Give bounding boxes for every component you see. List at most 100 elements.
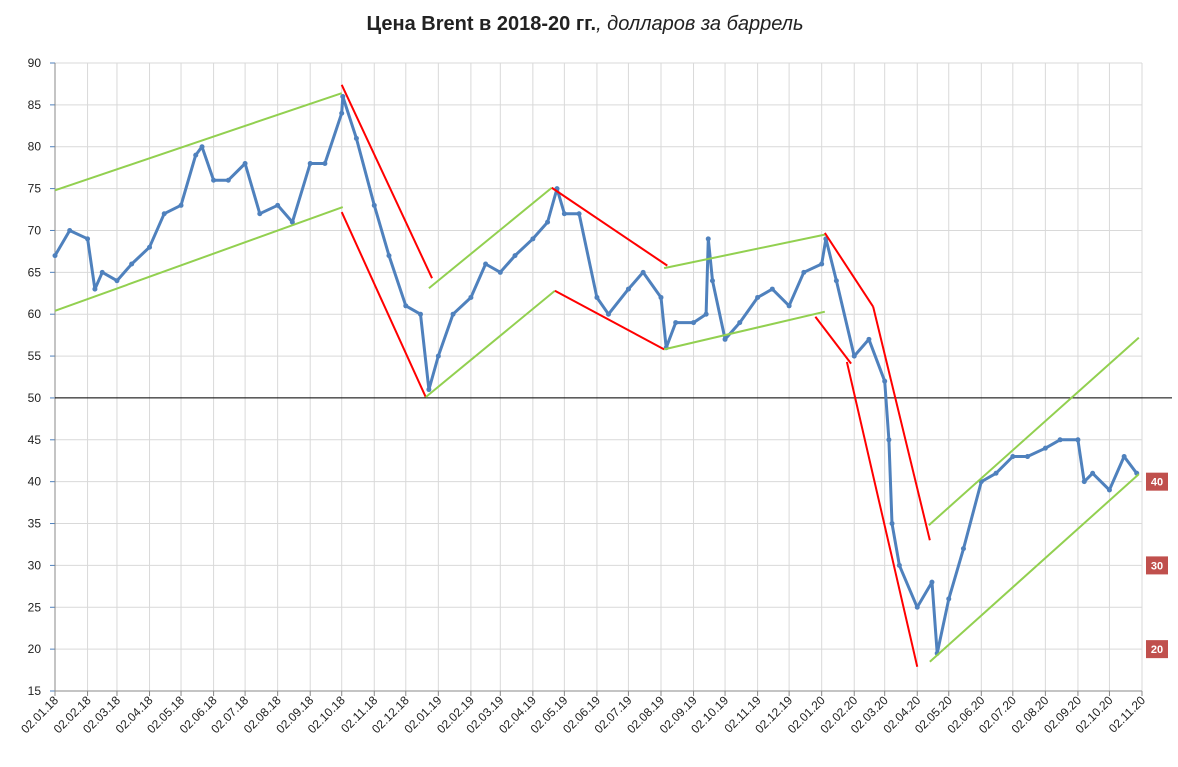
price-point: [497, 269, 503, 275]
price-point: [705, 236, 711, 242]
price-point: [737, 320, 743, 326]
price-point: [512, 253, 518, 259]
price-point: [242, 160, 248, 166]
price-point: [882, 378, 888, 384]
side-label: 30: [1151, 560, 1163, 572]
price-point: [530, 236, 536, 242]
price-point: [147, 244, 153, 250]
trend-line: [929, 473, 1140, 663]
trend-line: [814, 316, 852, 365]
price-point: [914, 604, 920, 610]
trend-line: [340, 211, 427, 398]
price-point: [435, 353, 441, 359]
price-point: [889, 521, 895, 527]
y-tick-label: 55: [28, 349, 42, 363]
price-point: [1025, 454, 1031, 460]
title-suffix: , долларов за баррель: [596, 13, 803, 35]
price-point: [340, 93, 346, 99]
price-point: [129, 261, 135, 267]
price-point: [640, 269, 646, 275]
price-point: [450, 311, 456, 317]
price-point: [673, 320, 679, 326]
price-point: [403, 303, 409, 309]
price-point: [417, 311, 423, 317]
side-label: 20: [1151, 644, 1163, 656]
price-point: [786, 303, 792, 309]
price-point: [722, 336, 728, 342]
trend-line: [872, 306, 931, 541]
y-tick-label: 35: [28, 517, 42, 531]
price-point: [1042, 445, 1048, 451]
y-tick-label: 20: [28, 642, 42, 656]
y-tick-label: 30: [28, 558, 42, 572]
price-point: [99, 269, 105, 275]
price-point: [178, 202, 184, 208]
price-point: [199, 144, 205, 150]
price-point: [468, 294, 474, 300]
price-point: [193, 152, 199, 158]
price-point: [691, 320, 697, 326]
trend-line: [663, 233, 826, 270]
side-label-box: [1146, 472, 1168, 491]
price-point: [594, 294, 600, 300]
price-point: [605, 311, 611, 317]
price-point: [703, 311, 709, 317]
trend-line: [928, 336, 1140, 526]
price-point: [769, 286, 775, 292]
y-tick-label: 25: [28, 600, 42, 614]
price-point: [275, 202, 281, 208]
price-point: [371, 202, 377, 208]
price-point: [161, 211, 167, 217]
price-point: [1121, 454, 1127, 460]
trend-line: [54, 206, 344, 312]
price-point: [257, 211, 263, 217]
side-label-box: [1146, 640, 1168, 659]
trend-line: [663, 310, 826, 351]
y-tick-label: 60: [28, 307, 42, 321]
price-point: [545, 219, 551, 225]
side-label: 40: [1151, 477, 1163, 489]
price-point: [851, 353, 857, 359]
price-point: [52, 253, 58, 259]
y-tick-label: 75: [28, 182, 42, 196]
price-point: [1075, 437, 1081, 443]
price-point: [1081, 479, 1087, 485]
trend-line: [554, 289, 665, 351]
chart-title: Цена Brent в 2018-20 гг., долларов за ба…: [367, 13, 804, 35]
price-point: [85, 236, 91, 242]
y-tick-label: 70: [28, 223, 42, 237]
price-point: [833, 278, 839, 284]
price-point: [561, 211, 567, 217]
price-point: [1090, 470, 1096, 476]
price-point: [483, 261, 489, 267]
price-point: [225, 177, 231, 183]
price-point: [339, 110, 345, 116]
y-tick-label: 85: [28, 98, 42, 112]
price-point: [658, 294, 664, 300]
trend-line: [823, 232, 874, 308]
price-point: [929, 579, 935, 585]
price-point: [819, 261, 825, 267]
trend-line: [54, 92, 343, 192]
price-point: [386, 253, 392, 259]
price-point: [709, 278, 715, 284]
y-tick-label: 90: [28, 56, 42, 70]
price-point: [886, 437, 892, 443]
price-point: [801, 269, 807, 275]
price-point: [211, 177, 217, 183]
y-tick-label: 80: [28, 140, 42, 154]
price-point: [993, 470, 999, 476]
price-line: [53, 95, 1138, 655]
price-point: [625, 286, 631, 292]
trend-line: [551, 186, 668, 267]
price-point: [353, 135, 359, 141]
trend-line: [428, 186, 553, 290]
y-tick-label: 65: [28, 265, 42, 279]
price-point: [1106, 487, 1112, 493]
price-point: [289, 219, 295, 225]
x-tick-label: 02.11.20: [1106, 693, 1149, 736]
title-main: Цена Brent в 2018-20 гг.: [367, 13, 597, 35]
price-point: [1057, 437, 1063, 443]
price-point: [67, 227, 73, 233]
